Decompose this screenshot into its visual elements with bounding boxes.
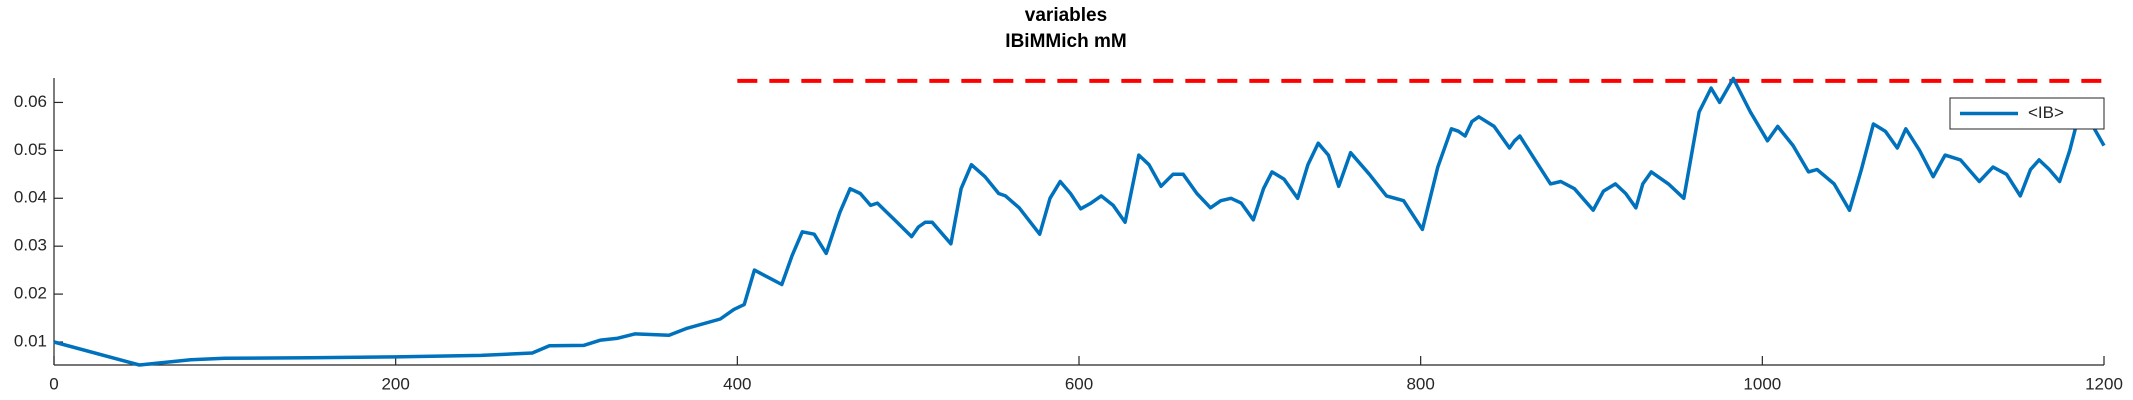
legend-label: <IB> xyxy=(2028,103,2064,122)
y-tick-label: 0.05 xyxy=(14,140,47,159)
x-tick-label: 200 xyxy=(381,374,409,393)
x-tick-label: 1000 xyxy=(1743,374,1781,393)
chart-title: variables xyxy=(1025,5,1107,26)
y-tick-label: 0.06 xyxy=(14,92,47,111)
data-line xyxy=(53,76,2106,367)
x-tick-label: 1200 xyxy=(2085,374,2123,393)
x-tick-label: 800 xyxy=(1406,374,1434,393)
y-tick-label: 0.04 xyxy=(14,188,47,207)
y-tick-label: 0.02 xyxy=(14,284,47,303)
x-tick-label: 600 xyxy=(1065,374,1093,393)
y-tick-label: 0.01 xyxy=(14,331,47,350)
legend: <IB> xyxy=(1949,97,2105,130)
y-tick-label: 0.03 xyxy=(14,236,47,255)
x-tick-label: 400 xyxy=(723,374,751,393)
x-tick-label: 0 xyxy=(49,374,58,393)
chart-subtitle: IBiMMich mM xyxy=(1005,31,1126,52)
